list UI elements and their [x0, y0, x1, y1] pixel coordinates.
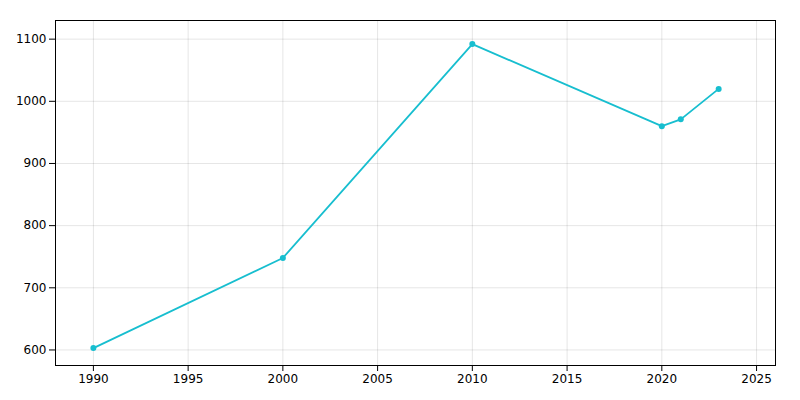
svg-text:1995: 1995	[173, 372, 204, 386]
svg-text:2010: 2010	[457, 372, 488, 386]
svg-text:600: 600	[24, 343, 47, 357]
svg-text:800: 800	[24, 218, 47, 232]
svg-text:2000: 2000	[268, 372, 299, 386]
svg-text:2015: 2015	[552, 372, 583, 386]
svg-text:2020: 2020	[647, 372, 678, 386]
svg-text:2025: 2025	[741, 372, 772, 386]
svg-text:1990: 1990	[78, 372, 109, 386]
svg-text:1100: 1100	[16, 32, 47, 46]
svg-text:900: 900	[24, 156, 47, 170]
svg-text:2005: 2005	[362, 372, 393, 386]
svg-text:700: 700	[24, 281, 47, 295]
svg-text:1000: 1000	[16, 94, 47, 108]
